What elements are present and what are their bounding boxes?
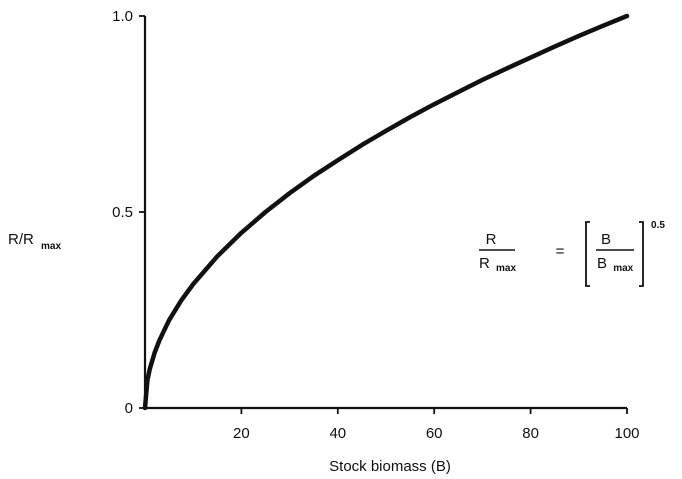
equation-annotation: R R max = B B max 0.5 — [479, 220, 665, 287]
y-axis-label-sub: max — [41, 241, 61, 252]
equation-rhs-numerator: B — [601, 231, 611, 248]
y-tick-label: 0.5 — [112, 204, 133, 221]
series-line — [142, 13, 630, 411]
y-tick-label: 1.0 — [112, 8, 133, 25]
equation-rhs-denominator-sub: max — [613, 263, 633, 274]
x-tick-label: 100 — [614, 425, 639, 442]
equation-lhs-denominator: R max — [479, 255, 516, 274]
equation-left-bracket — [585, 221, 590, 287]
chart-series — [142, 13, 630, 411]
equation-rhs-denominator: B max — [597, 255, 634, 274]
x-axis-label: Stock biomass (B) — [329, 458, 451, 475]
x-tick-label: 60 — [426, 425, 443, 442]
equation-equals: = — [556, 243, 565, 260]
x-tick-label: 80 — [522, 425, 539, 442]
equation-lhs-denominator-main: R — [479, 255, 490, 272]
y-axis-label: R/R max — [8, 231, 61, 252]
equation-right-bracket — [639, 221, 644, 287]
equation-lhs-denominator-sub: max — [496, 263, 516, 274]
y-axis-label-main: R/R — [8, 231, 34, 248]
chart-axes — [143, 16, 627, 410]
equation-rhs-denominator-main: B — [597, 255, 607, 272]
x-tick-label: 40 — [329, 425, 346, 442]
equation-lhs-numerator: R — [486, 231, 497, 248]
chart-ticks: 0 0.5 1.0 20 40 60 80 100 — [112, 8, 639, 442]
equation-exponent: 0.5 — [651, 220, 665, 231]
y-tick-label: 0 — [125, 400, 133, 417]
x-tick-label: 20 — [233, 425, 250, 442]
